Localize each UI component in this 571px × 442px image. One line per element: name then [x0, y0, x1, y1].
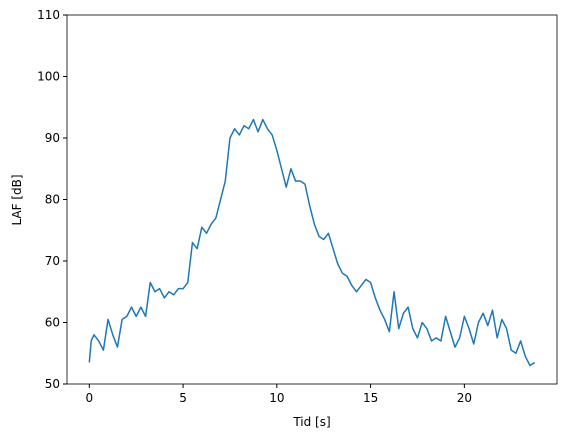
plot-frame — [66, 14, 558, 385]
y-tick-label: 80 — [45, 193, 60, 207]
x-tick-label: 20 — [457, 391, 472, 405]
line-series — [88, 118, 536, 367]
x-axis-label: Tid [s] — [292, 415, 330, 429]
y-tick-label: 110 — [37, 8, 60, 22]
x-tick-label: 0 — [85, 391, 93, 405]
x-tick-label: 5 — [179, 391, 187, 405]
y-tick-label: 70 — [45, 254, 60, 268]
y-tick-label: 90 — [45, 131, 60, 145]
y-tick-label: 60 — [45, 316, 60, 330]
x-tick-label: 10 — [269, 391, 284, 405]
x-tick-label: 15 — [363, 391, 378, 405]
y-tick-label: 100 — [37, 70, 60, 84]
y-axis-label: LAF [dB] — [10, 174, 24, 225]
y-tick-label: 50 — [45, 377, 60, 391]
